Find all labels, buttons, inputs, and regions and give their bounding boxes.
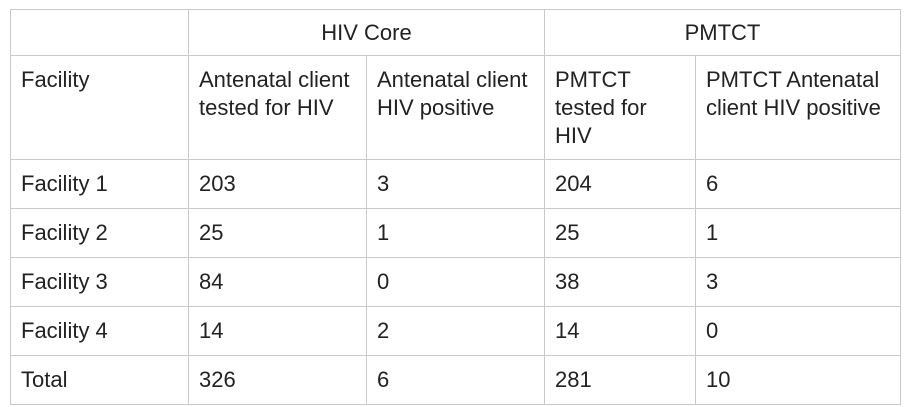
column-header-row: Facility Antenatal client tested for HIV… — [10, 55, 901, 160]
column-header-facility: Facility — [10, 55, 189, 160]
table-cell: 1 — [366, 208, 545, 258]
group-header-row: HIV Core PMTCT — [10, 9, 901, 56]
table-cell: 84 — [188, 257, 367, 307]
group-header-hiv-core: HIV Core — [188, 9, 545, 56]
table-cell: 6 — [695, 159, 901, 209]
group-header-pmtct: PMTCT — [544, 9, 901, 56]
table-cell: 25 — [188, 208, 367, 258]
data-table-container: HIV Core PMTCT Facility Antenatal client… — [10, 9, 901, 405]
table-cell: 10 — [695, 355, 901, 405]
column-header-pmtct-tested: PMTCT tested for HIV — [544, 55, 696, 160]
table-cell: 326 — [188, 355, 367, 405]
table-cell: 204 — [544, 159, 696, 209]
row-label: Facility 1 — [10, 159, 189, 209]
facility-hiv-table: HIV Core PMTCT Facility Antenatal client… — [10, 9, 901, 405]
table-cell: 14 — [188, 306, 367, 356]
table-cell: 203 — [188, 159, 367, 209]
table-cell: 38 — [544, 257, 696, 307]
table-cell: 14 — [544, 306, 696, 356]
table-cell: 3 — [366, 159, 545, 209]
table-cell: 3 — [695, 257, 901, 307]
table-row: Facility 3 84 0 38 3 — [10, 257, 901, 307]
table-cell: 281 — [544, 355, 696, 405]
row-label: Facility 3 — [10, 257, 189, 307]
table-row-total: Total 326 6 281 10 — [10, 355, 901, 405]
table-row: Facility 2 25 1 25 1 — [10, 208, 901, 258]
table-cell: 2 — [366, 306, 545, 356]
table-cell: 0 — [695, 306, 901, 356]
column-header-antenatal-tested: Antenatal client tested for HIV — [188, 55, 367, 160]
table-cell: 25 — [544, 208, 696, 258]
table-row: Facility 1 203 3 204 6 — [10, 159, 901, 209]
column-header-antenatal-positive: Antenatal client HIV positive — [366, 55, 545, 160]
table-row: Facility 4 14 2 14 0 — [10, 306, 901, 356]
table-cell: 1 — [695, 208, 901, 258]
row-label: Facility 4 — [10, 306, 189, 356]
row-label: Facility 2 — [10, 208, 189, 258]
group-header-empty — [10, 9, 189, 56]
column-header-pmtct-positive: PMTCT Antenatal client HIV positive — [695, 55, 901, 160]
table-cell: 0 — [366, 257, 545, 307]
table-cell: 6 — [366, 355, 545, 405]
row-label: Total — [10, 355, 189, 405]
